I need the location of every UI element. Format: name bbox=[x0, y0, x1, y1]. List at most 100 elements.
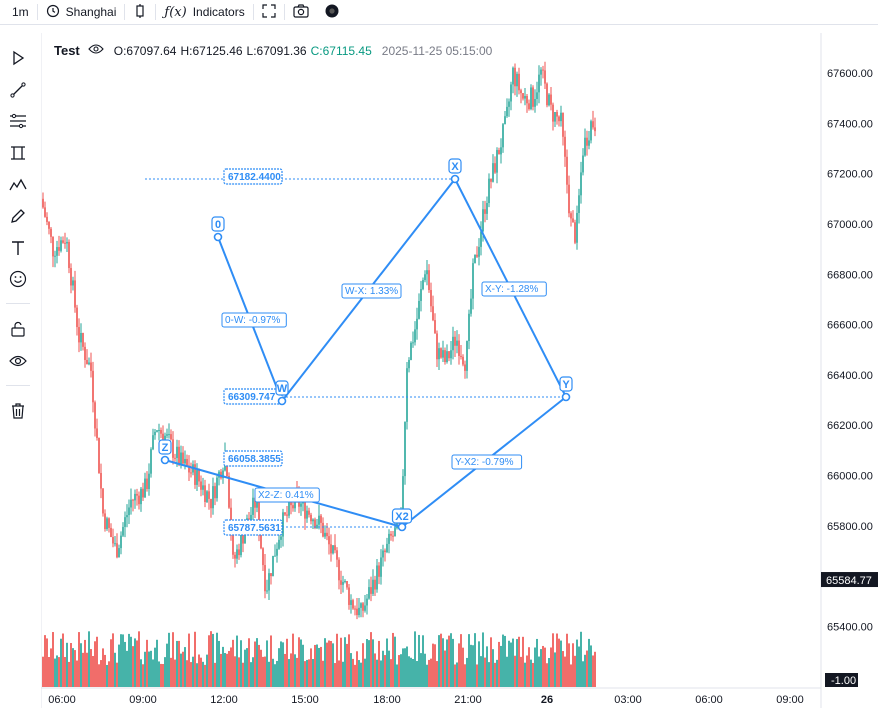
candle-body bbox=[568, 184, 570, 214]
volume-bar bbox=[232, 639, 234, 687]
timezone-button[interactable]: Shanghai bbox=[38, 0, 125, 25]
volume-bar bbox=[324, 638, 326, 687]
candle-body bbox=[422, 280, 424, 290]
record-button[interactable] bbox=[317, 0, 347, 25]
candle-body bbox=[348, 587, 350, 605]
candle-body bbox=[198, 470, 200, 482]
volume-bar bbox=[474, 633, 476, 687]
chart-legend: Test O:67097.64 H:67125.46 L:67091.36 C:… bbox=[54, 43, 496, 58]
candle-body bbox=[286, 514, 288, 516]
candle-body bbox=[406, 368, 408, 422]
pattern-icon[interactable] bbox=[8, 143, 28, 163]
volume-bar bbox=[218, 640, 220, 687]
volume-bar bbox=[90, 649, 92, 687]
candle-body bbox=[440, 348, 442, 358]
candle-body bbox=[212, 486, 214, 509]
cursor-icon[interactable] bbox=[8, 48, 28, 68]
volume-bar bbox=[336, 633, 338, 687]
volume-bar bbox=[564, 656, 566, 687]
candle-body bbox=[74, 280, 76, 308]
low-value: L:67091.36 bbox=[246, 43, 307, 58]
candle-body bbox=[264, 565, 266, 592]
pattern-point-tag bbox=[448, 158, 462, 174]
chart-type-button[interactable] bbox=[125, 0, 155, 25]
screenshot-button[interactable] bbox=[285, 0, 317, 25]
volume-bar bbox=[574, 655, 576, 687]
candle-body bbox=[340, 580, 342, 585]
emoji-icon[interactable] bbox=[8, 269, 28, 289]
volume-bar bbox=[312, 658, 314, 687]
volume-bar bbox=[398, 655, 400, 687]
candle-body bbox=[342, 581, 344, 585]
volume-bar bbox=[584, 654, 586, 687]
volume-bar bbox=[412, 658, 414, 687]
indicators-button[interactable]: ƒ(x) Indicators bbox=[156, 0, 252, 25]
pattern-point-label: Z bbox=[162, 442, 169, 454]
volume-bar bbox=[442, 638, 444, 687]
volume-bar bbox=[254, 641, 256, 687]
volume-bar bbox=[348, 634, 350, 687]
candle-body bbox=[310, 514, 312, 522]
volume-bar bbox=[290, 653, 292, 687]
volume-bar bbox=[246, 648, 248, 687]
candle-body bbox=[504, 116, 506, 125]
chart-area[interactable]: 67600.00 67400.00 67200.00 67000.00 66800.00… bbox=[40, 33, 878, 708]
volume-bar bbox=[516, 639, 518, 687]
volume-bar bbox=[316, 644, 318, 687]
fullscreen-button[interactable] bbox=[254, 0, 284, 25]
candle-body bbox=[234, 554, 236, 559]
pattern-point bbox=[160, 455, 170, 465]
pencil-icon[interactable] bbox=[8, 206, 28, 226]
candle-body bbox=[374, 579, 376, 590]
volume-bar bbox=[170, 657, 172, 687]
volume-bar bbox=[418, 634, 420, 687]
candle-body bbox=[160, 430, 162, 434]
volume-bar bbox=[378, 640, 380, 687]
candle-body bbox=[314, 519, 316, 529]
candle-body bbox=[98, 437, 100, 473]
candle-body bbox=[542, 69, 544, 71]
candle-body bbox=[132, 499, 134, 501]
volume-bar bbox=[220, 653, 222, 687]
wave-icon[interactable] bbox=[8, 175, 28, 195]
candle-body bbox=[266, 590, 268, 592]
pattern-point-tag bbox=[391, 508, 413, 524]
volume-bar bbox=[342, 661, 344, 687]
candle-body bbox=[44, 207, 46, 217]
volume-bar bbox=[466, 657, 468, 687]
interval-button[interactable]: 1m bbox=[0, 0, 37, 25]
volume-bar bbox=[116, 662, 118, 687]
volume-bar bbox=[132, 646, 134, 687]
trash-icon[interactable] bbox=[8, 401, 28, 421]
eye-icon[interactable] bbox=[8, 351, 28, 371]
segment-label-box bbox=[451, 454, 523, 470]
volume-value-label: -1.00 bbox=[831, 675, 856, 687]
volume-bar bbox=[208, 635, 210, 687]
lock-icon[interactable] bbox=[8, 319, 28, 339]
chart-canvas[interactable]: 67600.00 67400.00 67200.00 67000.00 66800.00… bbox=[40, 33, 878, 708]
candle-body bbox=[438, 348, 440, 360]
volume-bar bbox=[540, 649, 542, 687]
high-value: H:67125.46 bbox=[180, 43, 243, 58]
trendline-icon[interactable] bbox=[8, 80, 28, 100]
volume-bar bbox=[424, 653, 426, 687]
volume-bar bbox=[206, 654, 208, 687]
volume-bar bbox=[390, 659, 392, 687]
text-icon[interactable] bbox=[8, 238, 28, 258]
volume-bar bbox=[196, 663, 198, 687]
volume-bar bbox=[314, 644, 316, 687]
volume-bar bbox=[554, 652, 556, 687]
candle-body bbox=[306, 510, 308, 519]
candle-body bbox=[426, 270, 428, 275]
candle-body bbox=[248, 518, 250, 520]
candle-body bbox=[502, 124, 504, 148]
candle-body bbox=[520, 90, 522, 94]
visibility-eye-icon[interactable] bbox=[88, 43, 104, 58]
volume-bar bbox=[268, 661, 270, 687]
candle-body bbox=[346, 580, 348, 588]
candle-body bbox=[330, 544, 332, 554]
fullscreen-icon bbox=[262, 3, 276, 21]
volume-bar bbox=[568, 643, 570, 687]
candle-body bbox=[324, 532, 326, 537]
fib-icon[interactable] bbox=[8, 111, 28, 131]
